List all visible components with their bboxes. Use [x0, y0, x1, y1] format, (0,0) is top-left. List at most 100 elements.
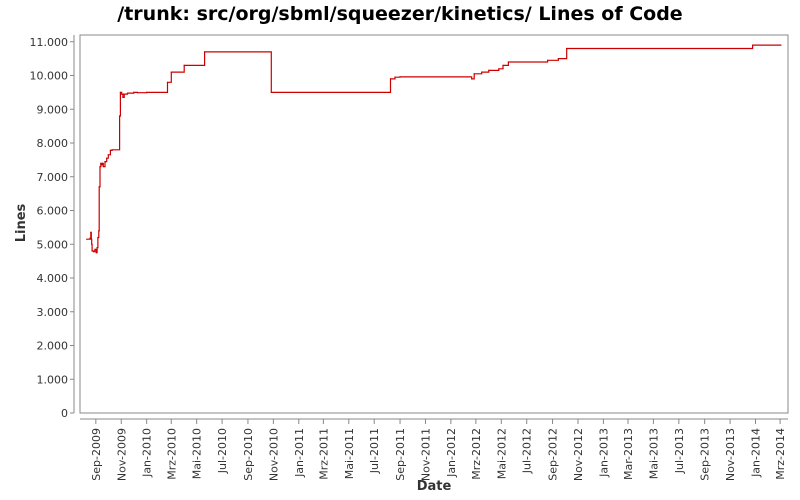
data-point	[389, 78, 392, 80]
data-point	[166, 81, 169, 83]
data-point	[473, 73, 475, 75]
data-point	[101, 162, 104, 164]
x-tick-label: Jan-2010	[141, 428, 154, 478]
series-line	[86, 44, 781, 254]
x-tick-label: Nov-2010	[267, 428, 280, 481]
y-axis-title: Lines	[14, 203, 29, 242]
data-point	[109, 149, 111, 151]
data-point	[94, 248, 96, 250]
data-point	[97, 236, 99, 239]
y-tick-label: 11.000	[30, 36, 69, 49]
data-point	[95, 252, 97, 254]
x-tick-label: Nov-2012	[572, 428, 585, 481]
data-point	[91, 250, 93, 252]
data-point	[502, 64, 504, 66]
data-point	[91, 243, 93, 245]
x-tick-label: Mar-2013	[622, 428, 635, 480]
y-tick-label: 5.000	[37, 238, 69, 251]
x-tick-label: Sep-2011	[394, 428, 407, 481]
data-point	[133, 91, 135, 93]
data-point	[270, 91, 272, 93]
plot-area	[79, 34, 789, 414]
x-tick-label: Jan-2014	[749, 428, 762, 478]
data-point	[183, 64, 185, 66]
data-point	[101, 164, 103, 166]
data-point	[146, 91, 148, 93]
y-tick-label: 4.000	[37, 272, 69, 285]
series-layer	[86, 44, 782, 254]
data-point	[557, 58, 560, 60]
x-tick-label: Mai-2010	[191, 428, 204, 479]
data-point	[488, 69, 490, 71]
x-tick-label: Nov-2013	[724, 428, 737, 481]
y-tick-label: 8.000	[37, 137, 69, 150]
data-point	[471, 78, 473, 80]
x-tick-label: Mrz-2010	[165, 428, 178, 480]
data-point	[107, 154, 109, 156]
data-point	[399, 76, 401, 78]
data-point	[121, 93, 123, 95]
data-point	[170, 71, 172, 73]
data-point	[89, 237, 91, 239]
data-point	[100, 162, 102, 164]
data-point	[507, 61, 509, 63]
x-tick-label: Jan-2011	[293, 428, 306, 478]
y-tick-label: 1.000	[37, 373, 69, 386]
x-tick-label: Mai-2011	[343, 428, 356, 479]
x-tick-label: Mai-2012	[495, 428, 508, 479]
data-point	[119, 91, 121, 93]
data-point	[111, 149, 113, 151]
data-point	[86, 238, 88, 240]
data-point	[204, 51, 206, 53]
data-point	[93, 251, 95, 253]
data-point	[126, 92, 129, 94]
x-tick-label: Nov-2011	[419, 428, 432, 481]
data-point	[90, 238, 92, 240]
chart-title: /trunk: src/org/sbml/squeezer/kinetics/ …	[117, 3, 683, 25]
x-tick-label: Jul-2011	[368, 428, 381, 474]
x-tick-label: Jul-2012	[521, 428, 534, 474]
data-point	[394, 76, 396, 78]
x-tick-label: Jan-2013	[597, 428, 610, 478]
x-tick-label: Mrz-2014	[774, 428, 787, 480]
x-axis: Sep-2009 Nov-2009 Jan-2010 Mrz-2010 Mai-2010…	[80, 418, 788, 481]
data-point	[98, 230, 100, 232]
data-point	[780, 44, 782, 46]
data-point	[123, 93, 125, 95]
y-tick-label: 9.000	[37, 103, 69, 116]
data-point	[136, 92, 139, 94]
y-tick-label: 3.000	[37, 306, 69, 319]
data-point	[106, 157, 108, 159]
x-tick-label: Mrz-2012	[470, 428, 483, 480]
y-tick-label: 7.000	[37, 171, 69, 184]
y-axis: 0 1.000 2.000 3.000 4.000 5.000 6.000 7.000 8.00…	[30, 35, 75, 420]
x-tick-label: Mai-2013	[647, 428, 660, 479]
x-axis-title: Date	[417, 479, 452, 494]
data-point	[566, 47, 568, 50]
data-point	[119, 115, 121, 117]
x-tick-label: Mrz-2011	[317, 428, 330, 480]
data-point	[98, 186, 100, 188]
data-point	[752, 44, 754, 46]
data-point	[102, 166, 104, 168]
y-tick-label: 2.000	[37, 340, 69, 353]
data-point	[96, 247, 98, 249]
x-tick-label: Sep-2013	[699, 428, 712, 481]
x-tick-label: Jul-2013	[673, 428, 686, 474]
data-point	[99, 166, 101, 168]
x-tick-label: Jan-2012	[445, 428, 458, 478]
y-tick-label: 6.000	[37, 205, 69, 218]
data-point	[122, 96, 124, 98]
y-tick-label: 10.000	[30, 70, 69, 83]
x-tick-label: Sep-2010	[242, 428, 255, 481]
data-point	[90, 231, 92, 233]
x-tick-label: Sep-2012	[547, 428, 560, 481]
x-tick-label: Jul-2010	[216, 428, 229, 474]
data-point	[104, 161, 106, 163]
data-point	[481, 71, 483, 73]
y-tick-label: 0	[61, 407, 68, 420]
data-point	[498, 68, 500, 70]
data-point	[547, 59, 549, 61]
x-tick-label: Nov-2009	[115, 428, 128, 481]
